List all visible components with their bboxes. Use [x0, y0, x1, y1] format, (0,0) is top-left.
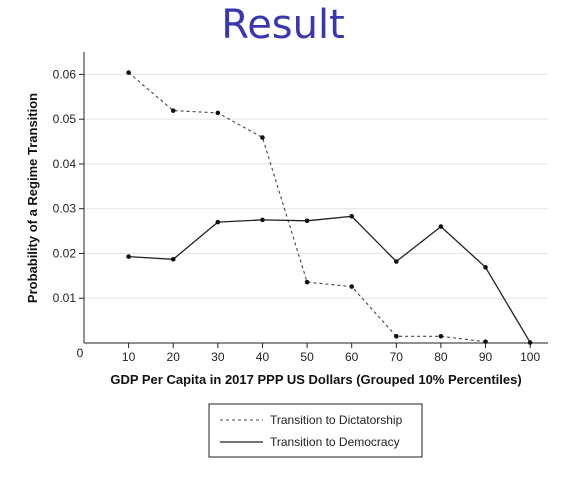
x-axis-title: GDP Per Capita in 2017 PPP US Dollars (G… — [110, 372, 521, 387]
x-ticks: 10 20 30 40 50 60 70 80 90 100 — [122, 343, 540, 364]
axes — [83, 52, 548, 344]
data-point-democracy — [215, 219, 221, 225]
data-point-democracy — [394, 259, 399, 264]
legend: Transition to Dictatorship Transition to… — [208, 403, 423, 458]
data-point-dictatorship — [483, 339, 488, 344]
data-point-dictatorship — [215, 110, 221, 116]
x-tick-label: 100 — [520, 350, 540, 364]
data-point-democracy — [527, 340, 533, 345]
data-point-dictatorship — [304, 279, 310, 285]
x-tick-label: 70 — [390, 350, 404, 364]
series-line-dictatorship — [128, 72, 486, 343]
data-point-democracy — [126, 254, 131, 259]
data-point-dictatorship — [349, 284, 354, 289]
x-tick-label: 30 — [211, 350, 225, 364]
x-tick-label: 10 — [122, 350, 136, 364]
x-tick-label: 60 — [345, 350, 359, 364]
y-tick-label: 0.03 — [53, 202, 77, 216]
x-tick-label: 90 — [479, 350, 493, 364]
data-point-democracy — [260, 217, 265, 223]
x-tick-label: 50 — [300, 350, 314, 364]
data-point-dictatorship — [170, 108, 176, 113]
y-tick-label: 0.05 — [53, 112, 77, 126]
gridlines — [84, 73, 548, 299]
data-point-dictatorship — [126, 70, 131, 75]
data-point-dictatorship — [438, 333, 444, 339]
y-axis-title: Probability of a Regime Transition — [25, 93, 40, 303]
data-point-dictatorship — [260, 135, 265, 140]
y-tick-label: 0.01 — [53, 291, 77, 305]
series-line-democracy — [128, 215, 531, 343]
data-point-democracy — [304, 218, 310, 224]
origin-label: 0 — [77, 346, 84, 360]
x-tick-label: 80 — [434, 350, 448, 364]
y-tick-label: 0.04 — [53, 157, 77, 171]
data-point-democracy — [349, 214, 354, 219]
data-point-dictatorship — [394, 333, 399, 339]
legend-label-dictatorship: Transition to Dictatorship — [270, 413, 403, 427]
x-tick-label: 40 — [256, 350, 270, 364]
y-tick-label: 0.02 — [53, 246, 77, 260]
legend-box — [208, 403, 423, 458]
slide-title: Result — [221, 2, 345, 48]
y-tick-label: 0.06 — [53, 67, 77, 81]
legend-label-democracy: Transition to Democracy — [270, 435, 400, 449]
data-point-democracy — [438, 224, 444, 229]
data-point-democracy — [170, 256, 176, 262]
x-tick-label: 20 — [167, 350, 181, 364]
series-group — [126, 70, 533, 345]
y-ticks: 0.01 0.02 0.03 0.04 0.05 0.06 — [53, 67, 84, 305]
data-point-democracy — [483, 265, 488, 270]
